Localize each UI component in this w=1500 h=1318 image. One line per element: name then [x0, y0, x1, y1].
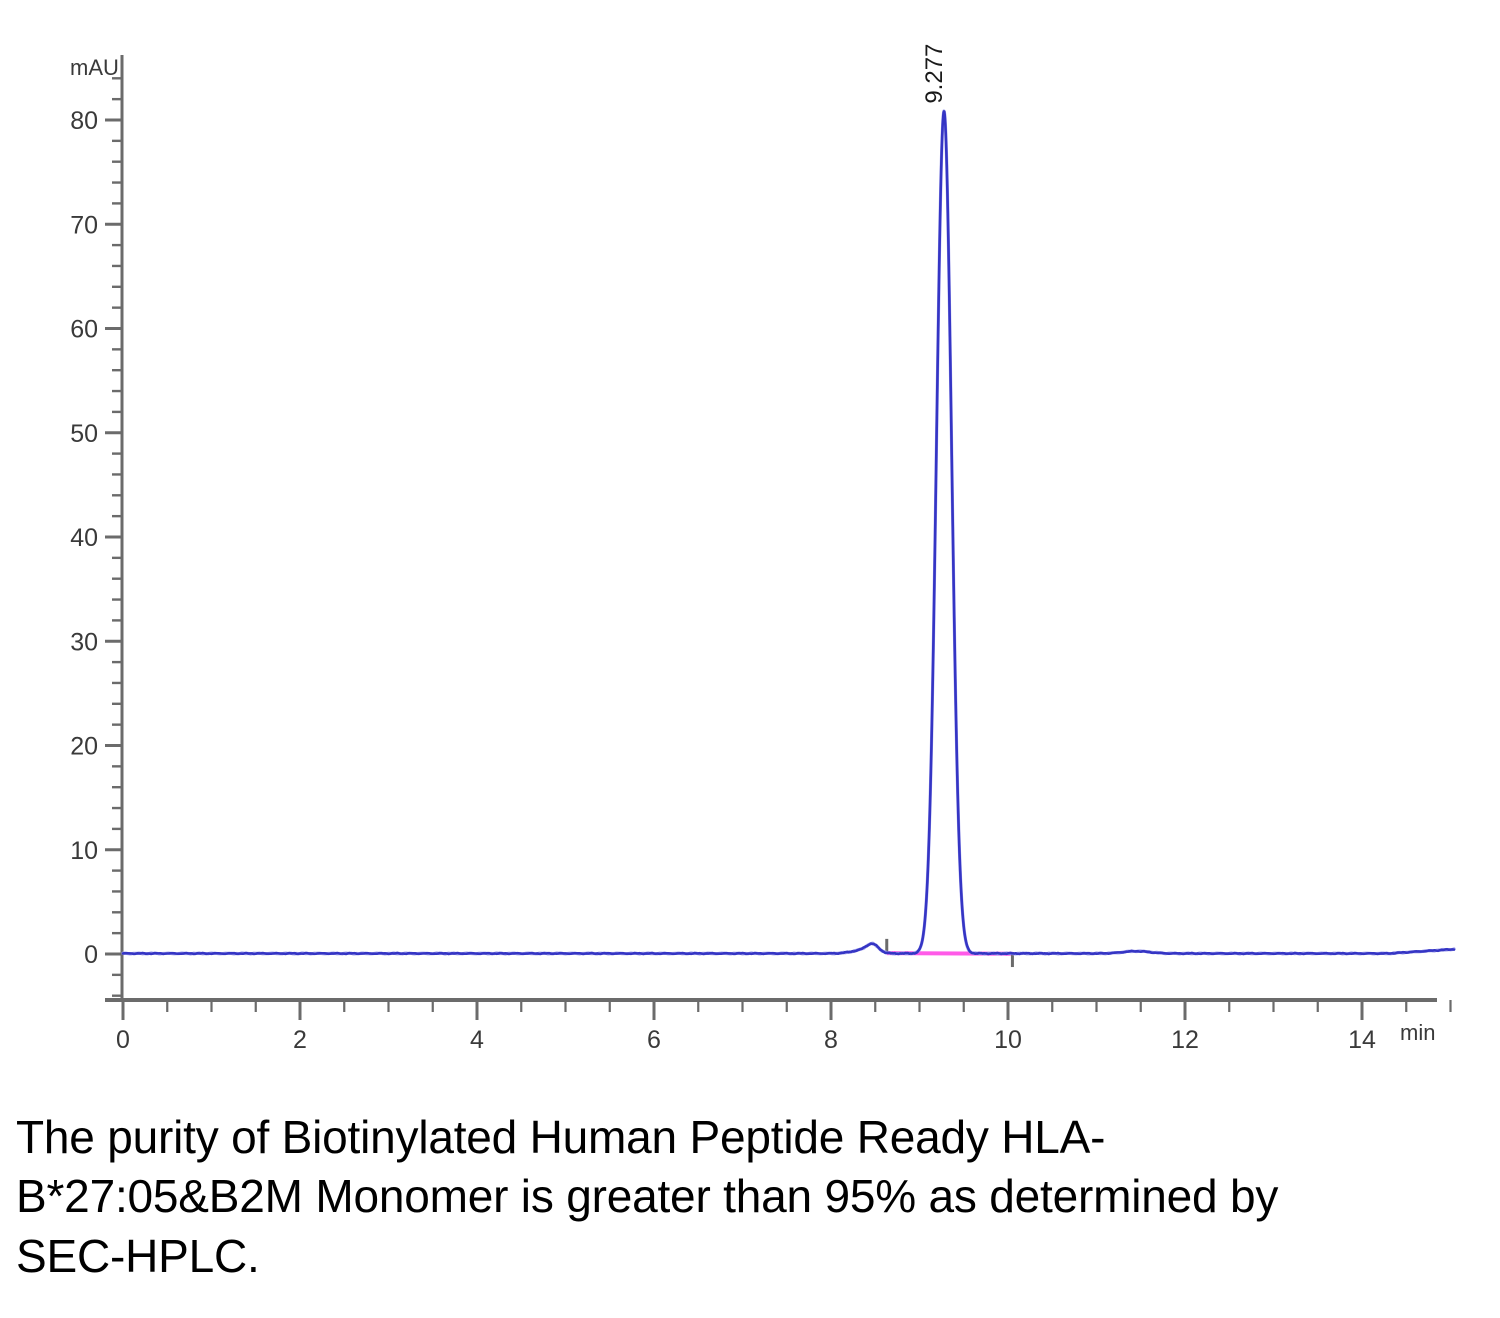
y-axis-tick-label: 0: [84, 941, 98, 969]
x-axis-tick-label: 2: [293, 1026, 307, 1054]
detector-trace-light: [121, 109, 1456, 956]
y-axis-tick-label: 70: [70, 211, 98, 239]
y-axis-ticks: [105, 77, 122, 997]
chromatogram-plot-area: 0 10 20 30 40 50 60 70 80 0 2 4 6 8 10 12 14 mAU min 9.…: [70, 44, 1456, 1054]
y-axis-tick-label: 30: [70, 628, 98, 656]
x-axis-tick-label: 8: [824, 1026, 838, 1054]
y-axis-tick-label: 40: [70, 524, 98, 552]
sec-hplc-chromatogram: 0 10 20 30 40 50 60 70 80 0 2 4 6 8 10 12 14 mAU min 9.…: [70, 44, 1456, 1054]
peak-retention-time-label: 9.277: [921, 44, 948, 104]
detector-trace-dark: [121, 110, 1456, 956]
x-axis-tick-label: 12: [1171, 1026, 1199, 1054]
x-axis-ticks: [121, 1000, 1452, 1020]
x-axis-tick-label: 6: [647, 1026, 661, 1054]
y-axis-tick-label: 60: [70, 316, 98, 344]
figure-caption: The purity of Biotinylated Human Peptide…: [16, 1111, 1279, 1282]
x-axis-tick-label: 14: [1348, 1026, 1376, 1054]
y-axis-tick-label: 20: [70, 733, 98, 761]
x-axis-tick-label: 0: [116, 1026, 130, 1054]
y-axis-tick-labels: 0 10 20 30 40 50 60 70 80: [70, 107, 98, 969]
y-axis-tick-label: 50: [70, 420, 98, 448]
x-axis-unit-label: min: [1400, 1020, 1435, 1045]
x-axis-tick-label: 10: [994, 1026, 1022, 1054]
x-axis-tick-label: 4: [470, 1026, 484, 1054]
y-axis-tick-label: 10: [70, 837, 98, 865]
peak-annotation: 9.277: [921, 44, 948, 104]
y-axis-unit-label: mAU: [70, 55, 119, 80]
x-axis-tick-labels: 0 2 4 6 8 10 12 14: [116, 1026, 1376, 1054]
y-axis-tick-label: 80: [70, 107, 98, 135]
